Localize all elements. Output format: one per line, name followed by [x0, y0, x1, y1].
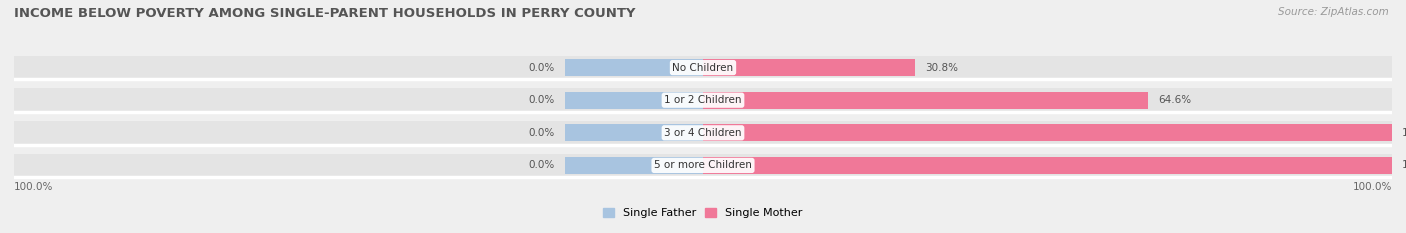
Text: 64.6%: 64.6% [1159, 95, 1191, 105]
Text: 0.0%: 0.0% [529, 63, 555, 72]
Bar [565, 59, 703, 76]
Text: 30.8%: 30.8% [925, 63, 959, 72]
Bar [565, 124, 703, 141]
Text: 100.0%: 100.0% [1402, 128, 1406, 138]
Text: Source: ZipAtlas.com: Source: ZipAtlas.com [1278, 7, 1389, 17]
Text: 100.0%: 100.0% [1353, 182, 1392, 192]
Bar [703, 59, 915, 76]
Bar [703, 157, 1392, 174]
Bar [14, 121, 1392, 144]
Bar [703, 124, 1392, 141]
Text: INCOME BELOW POVERTY AMONG SINGLE-PARENT HOUSEHOLDS IN PERRY COUNTY: INCOME BELOW POVERTY AMONG SINGLE-PARENT… [14, 7, 636, 20]
Bar [14, 56, 1392, 79]
Legend: Single Father, Single Mother: Single Father, Single Mother [603, 208, 803, 218]
Bar [14, 89, 1392, 112]
Text: 0.0%: 0.0% [529, 128, 555, 138]
Text: 100.0%: 100.0% [14, 182, 53, 192]
Bar [703, 92, 1149, 109]
Bar [14, 154, 1392, 177]
Text: 100.0%: 100.0% [1402, 161, 1406, 170]
Text: 1 or 2 Children: 1 or 2 Children [664, 95, 742, 105]
Text: 0.0%: 0.0% [529, 161, 555, 170]
Bar [565, 157, 703, 174]
Text: 5 or more Children: 5 or more Children [654, 161, 752, 170]
Text: No Children: No Children [672, 63, 734, 72]
Text: 3 or 4 Children: 3 or 4 Children [664, 128, 742, 138]
Bar [565, 92, 703, 109]
Text: 0.0%: 0.0% [529, 95, 555, 105]
